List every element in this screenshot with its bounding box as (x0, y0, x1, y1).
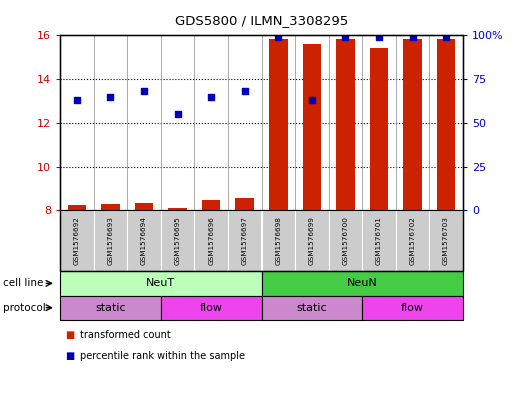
Bar (336, 39, 355, 210)
Point (442, 34, 450, 40)
Text: NeuN: NeuN (347, 278, 378, 288)
Point (174, 111, 182, 117)
Bar (135, 203, 153, 210)
Text: GSM1576703: GSM1576703 (443, 216, 449, 265)
Bar (168, 208, 187, 210)
Point (106, 94, 115, 100)
Text: static: static (297, 303, 327, 313)
Text: protocol: protocol (3, 303, 46, 313)
Text: ■: ■ (65, 330, 75, 340)
Bar (202, 200, 220, 210)
Point (274, 34, 282, 40)
Bar (437, 39, 456, 210)
Text: cell line: cell line (3, 278, 43, 288)
Text: GSM1576702: GSM1576702 (410, 216, 415, 265)
Text: GSM1576697: GSM1576697 (242, 216, 248, 265)
Text: static: static (95, 303, 126, 313)
Point (207, 94, 215, 100)
Text: ■: ■ (65, 351, 75, 361)
Text: GSM1576692: GSM1576692 (74, 216, 80, 265)
Point (341, 34, 349, 40)
Text: flow: flow (401, 303, 424, 313)
Bar (269, 39, 288, 210)
Bar (235, 198, 254, 210)
Bar (67, 205, 86, 210)
Point (375, 34, 383, 40)
Text: GSM1576700: GSM1576700 (343, 216, 348, 265)
Text: percentile rank within the sample: percentile rank within the sample (80, 351, 245, 361)
Text: GSM1576693: GSM1576693 (108, 216, 113, 265)
Text: transformed count: transformed count (80, 330, 171, 340)
Text: GSM1576694: GSM1576694 (141, 216, 147, 265)
Text: GSM1576699: GSM1576699 (309, 216, 315, 265)
Point (140, 88, 148, 94)
Point (408, 34, 417, 40)
Text: NeuT: NeuT (146, 278, 175, 288)
Text: GSM1576696: GSM1576696 (208, 216, 214, 265)
Text: flow: flow (200, 303, 223, 313)
Point (241, 88, 249, 94)
Bar (303, 44, 321, 210)
Bar (101, 204, 120, 210)
Text: GSM1576701: GSM1576701 (376, 216, 382, 265)
Text: GDS5800 / ILMN_3308295: GDS5800 / ILMN_3308295 (175, 14, 348, 27)
Text: GSM1576695: GSM1576695 (175, 216, 180, 265)
Bar (370, 48, 388, 210)
Point (73, 97, 81, 103)
Point (308, 97, 316, 103)
Bar (403, 39, 422, 210)
Text: GSM1576698: GSM1576698 (275, 216, 281, 265)
